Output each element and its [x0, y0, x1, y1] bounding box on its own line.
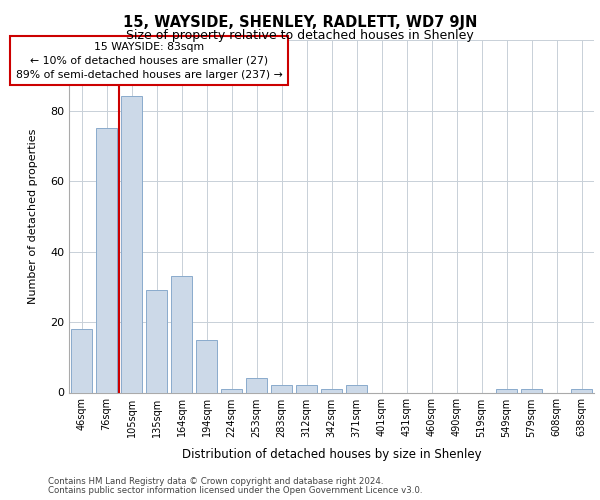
- Text: 15 WAYSIDE: 83sqm
← 10% of detached houses are smaller (27)
89% of semi-detached: 15 WAYSIDE: 83sqm ← 10% of detached hous…: [16, 42, 283, 80]
- Bar: [146, 290, 167, 392]
- Text: 15, WAYSIDE, SHENLEY, RADLETT, WD7 9JN: 15, WAYSIDE, SHENLEY, RADLETT, WD7 9JN: [123, 15, 477, 30]
- Text: Size of property relative to detached houses in Shenley: Size of property relative to detached ho…: [126, 29, 474, 42]
- Bar: [496, 389, 517, 392]
- Bar: [321, 389, 342, 392]
- X-axis label: Distribution of detached houses by size in Shenley: Distribution of detached houses by size …: [182, 448, 481, 461]
- Text: Contains public sector information licensed under the Open Government Licence v3: Contains public sector information licen…: [48, 486, 422, 495]
- Bar: [271, 386, 292, 392]
- Bar: [246, 378, 267, 392]
- Bar: [296, 386, 317, 392]
- Bar: [571, 389, 592, 392]
- Bar: [121, 96, 142, 393]
- Bar: [346, 386, 367, 392]
- Bar: [521, 389, 542, 392]
- Y-axis label: Number of detached properties: Number of detached properties: [28, 128, 38, 304]
- Bar: [71, 329, 92, 392]
- Bar: [171, 276, 192, 392]
- Bar: [196, 340, 217, 392]
- Bar: [96, 128, 117, 392]
- Bar: [221, 389, 242, 392]
- Text: Contains HM Land Registry data © Crown copyright and database right 2024.: Contains HM Land Registry data © Crown c…: [48, 477, 383, 486]
